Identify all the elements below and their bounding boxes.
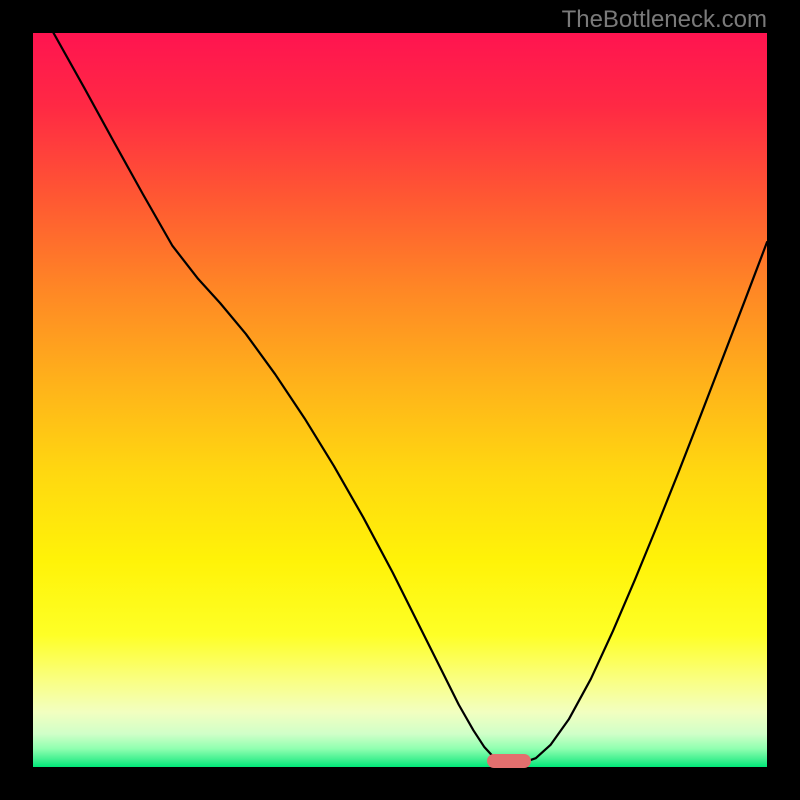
- optimum-marker: [487, 754, 531, 768]
- bottleneck-curve: [33, 33, 767, 767]
- plot-area: [33, 33, 767, 767]
- watermark-text: TheBottleneck.com: [562, 6, 767, 34]
- outer-frame: TheBottleneck.com: [0, 0, 800, 800]
